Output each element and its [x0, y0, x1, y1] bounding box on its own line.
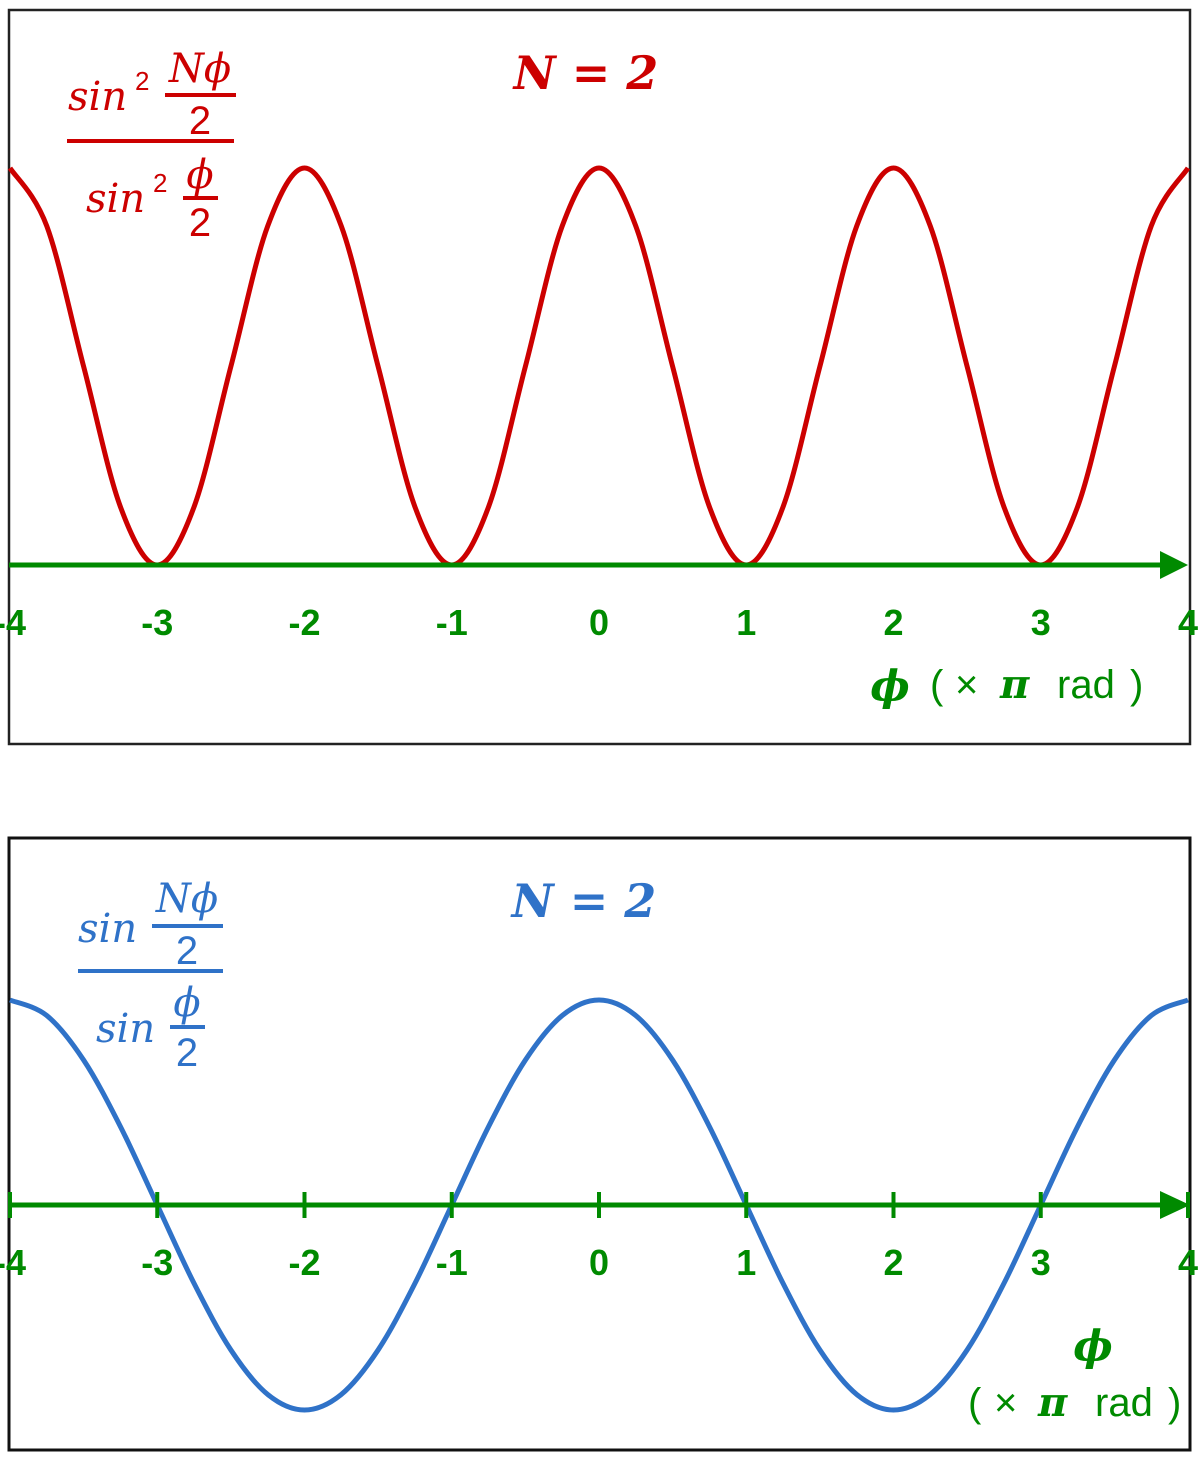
formula-num-pow: 2	[135, 66, 149, 96]
xlabel-pi: π	[1037, 1379, 1068, 1426]
formula-den-func: sin	[96, 1006, 155, 1052]
xlabel-times: ×	[994, 1381, 1017, 1425]
formula-den-arg-bot: 2	[189, 201, 211, 245]
bottom-title: N = 2	[510, 874, 657, 928]
bottom-formula: sin Nϕ 2 sin ϕ 2	[78, 876, 223, 1075]
formula-num-arg-top: Nϕ	[155, 876, 218, 922]
formula-den-arg-top: ϕ	[173, 980, 200, 1026]
x-tick-label: -2	[288, 1242, 320, 1283]
top-frame	[7, 8, 1192, 746]
x-tick-label: 4	[1178, 602, 1198, 643]
x-tick-label: 0	[589, 1242, 609, 1283]
top-x-label: ϕ ( × π rad )	[870, 661, 1143, 710]
x-tick-label: 1	[736, 1242, 756, 1283]
x-tick-label: 3	[1031, 602, 1051, 643]
formula-den-arg-bot: 2	[176, 1031, 198, 1075]
bottom-x-label: ϕ ( × π rad )	[968, 1321, 1181, 1426]
formula-num-func: sin	[68, 74, 127, 120]
x-tick-label: -1	[436, 602, 468, 643]
formula-num-func: sin	[78, 906, 137, 952]
top-axis-arrow-icon	[1160, 551, 1188, 579]
x-tick-label: 0	[589, 602, 609, 643]
x-tick-label: 3	[1031, 1242, 1051, 1283]
top-series-line	[7, 165, 1191, 568]
formula-main-bar	[78, 969, 223, 973]
x-tick-label: 2	[883, 602, 903, 643]
formula-den-func: sin	[86, 176, 145, 222]
x-tick-label: -4	[0, 1242, 26, 1283]
formula-num-arg-bar	[165, 93, 236, 97]
x-tick-label: -4	[0, 602, 26, 643]
xlabel-unit: rad	[1057, 663, 1115, 707]
formula-den-arg-bar	[170, 1025, 205, 1029]
top-formula: sin 2 Nϕ 2 sin 2 ϕ 2	[67, 46, 236, 245]
xlabel-pi: π	[999, 661, 1030, 708]
formula-main-bar	[67, 139, 234, 143]
x-tick-label: 2	[883, 1242, 903, 1283]
bottom-series-line	[9, 997, 1189, 1413]
formula-num-arg-top: Nϕ	[168, 46, 231, 92]
x-tick-label: -3	[141, 1242, 173, 1283]
bottom-frame	[7, 836, 1192, 1452]
xlabel-open: (	[930, 663, 944, 707]
x-tick-label: -1	[436, 1242, 468, 1283]
xlabel-unit: rad	[1095, 1381, 1153, 1425]
xlabel-close: )	[1130, 663, 1143, 707]
formula-den-arg-bar	[183, 196, 218, 200]
xlabel-close: )	[1168, 1381, 1181, 1425]
x-tick-label: -3	[141, 602, 173, 643]
formula-den-arg-top: ϕ	[186, 152, 213, 198]
xlabel-symbol: ϕ	[870, 661, 910, 710]
x-tick-label: 1	[736, 602, 756, 643]
xlabel-times: ×	[955, 663, 978, 707]
formula-num-arg-bot: 2	[176, 929, 198, 973]
xlabel-open: (	[968, 1381, 982, 1425]
top-title: N = 2	[512, 46, 659, 100]
formula-num-arg-bot: 2	[189, 99, 211, 143]
bottom-chart: -4 -3 -2 -1 0 1 2 3 4 sin Nϕ 2 sin ϕ 2 N = 2 ϕ (…	[0, 836, 1198, 1452]
x-tick-label: -2	[288, 602, 320, 643]
formula-num-arg-bar	[152, 924, 223, 928]
x-tick-label: 4	[1178, 1242, 1198, 1283]
xlabel-symbol: ϕ	[1073, 1321, 1113, 1370]
bottom-axis-arrow-icon	[1160, 1191, 1190, 1219]
top-chart: -4 -3 -2 -1 0 1 2 3 4 sin 2 Nϕ 2 sin 2 ϕ 2 N = 2…	[0, 8, 1198, 746]
formula-den-pow: 2	[153, 168, 167, 198]
